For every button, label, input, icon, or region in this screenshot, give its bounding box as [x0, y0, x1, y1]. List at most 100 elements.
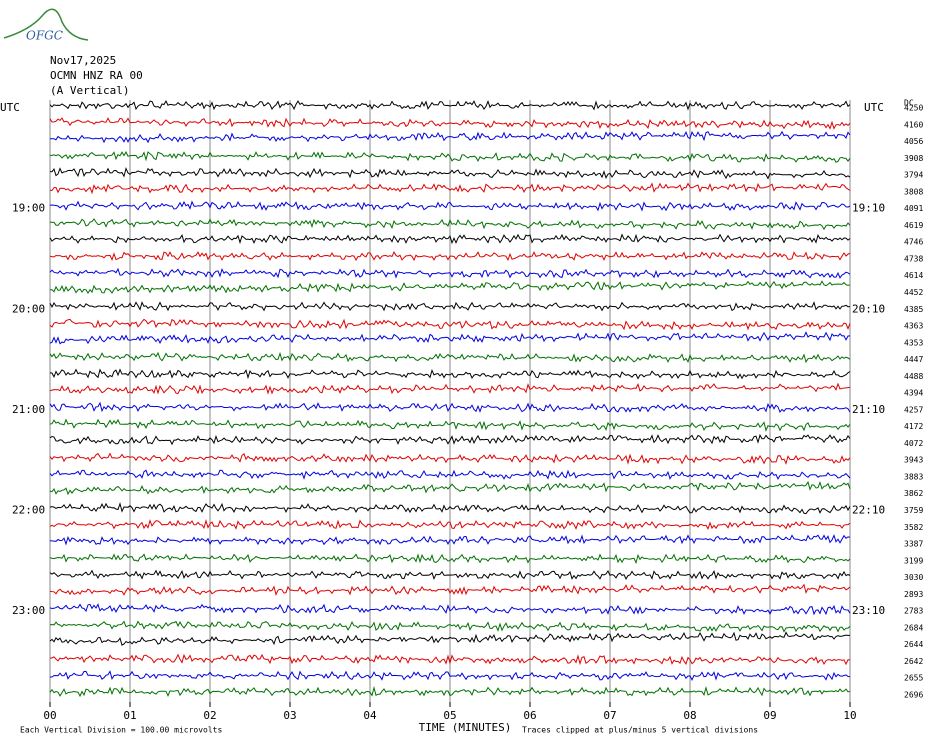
clip-note: Traces clipped at plus/minus 5 vertical … [522, 726, 758, 735]
row-label-right: 22:10 [852, 504, 885, 517]
trace [50, 130, 851, 144]
row-label-right: 20:10 [852, 302, 885, 315]
trace [49, 480, 851, 496]
dc-value: 3862 [904, 489, 923, 498]
trace [49, 318, 851, 331]
trace [49, 620, 851, 633]
dc-value: 4738 [904, 254, 923, 263]
logo-curve [3, 8, 89, 41]
trace [49, 653, 851, 666]
trace [49, 233, 851, 245]
trace [49, 280, 851, 294]
trace [49, 218, 851, 231]
trace [49, 182, 851, 195]
row-label-left: 19:00 [12, 202, 45, 215]
dc-value: 4394 [904, 389, 923, 398]
trace [50, 151, 851, 163]
dc-value: 3759 [904, 506, 923, 515]
row-label-left: 23:00 [12, 604, 45, 617]
x-tick-label: 04 [363, 709, 377, 722]
trace [49, 569, 851, 581]
dc-value: 2696 [904, 691, 923, 700]
dc-value: 2644 [904, 640, 923, 649]
x-tick-label: 05 [443, 709, 456, 722]
x-axis-label: TIME (MINUTES) [419, 721, 512, 734]
trace [49, 351, 851, 364]
dc-value: 2655 [904, 674, 923, 683]
dc-value: 2642 [904, 657, 923, 666]
trace [49, 267, 851, 279]
dc-value: 4257 [904, 405, 923, 414]
row-label-right: 21:10 [852, 403, 885, 416]
trace [49, 583, 851, 596]
trace [49, 469, 851, 480]
trace [50, 670, 851, 681]
logo: OFGC [3, 8, 89, 43]
dc-value: 4160 [904, 120, 923, 129]
x-tick-label: 07 [603, 709, 616, 722]
trace [49, 401, 851, 413]
dc-value: 4385 [904, 305, 923, 314]
dc-value: 4447 [904, 355, 923, 364]
trace [49, 553, 851, 565]
x-tick-label: 08 [683, 709, 696, 722]
title-line: OCMN HNZ RA 00 [50, 69, 143, 82]
dc-value: 2684 [904, 623, 923, 632]
row-label-left: UTC [0, 101, 20, 114]
x-tick-label: 10 [843, 709, 856, 722]
dc-value: 4172 [904, 422, 923, 431]
trace [49, 533, 851, 546]
row-label-right: UTC [864, 101, 884, 114]
x-tick-label: 01 [123, 709, 136, 722]
dc-value: 4363 [904, 322, 923, 331]
dc-value: 3943 [904, 456, 923, 465]
trace [49, 418, 851, 432]
dc-value: 2783 [904, 607, 923, 616]
trace [49, 501, 851, 515]
trace [49, 603, 851, 616]
dc-value: 4056 [904, 137, 923, 146]
trace [49, 251, 851, 262]
x-tick-label: 00 [43, 709, 56, 722]
dc-value: 3808 [904, 187, 923, 196]
scale-note: Each Vertical Division = 100.00 microvol… [20, 726, 222, 735]
trace [49, 117, 851, 130]
trace [49, 685, 851, 698]
title-line: (A Vertical) [50, 84, 129, 97]
trace [49, 99, 851, 111]
dc-value: 3582 [904, 523, 923, 532]
dc-header: DC [904, 99, 914, 108]
x-tick-label: 06 [523, 709, 536, 722]
row-label-left: 20:00 [12, 302, 45, 315]
dc-value: 4614 [904, 271, 923, 280]
dc-value: 4746 [904, 238, 923, 247]
dc-value: 3387 [904, 540, 923, 549]
dc-value: 4091 [904, 204, 923, 213]
trace [49, 301, 851, 312]
dc-value: 4072 [904, 439, 923, 448]
trace [49, 631, 850, 646]
dc-value: 4353 [904, 338, 923, 347]
dc-value: 2893 [904, 590, 923, 599]
logo-text: OFGC [26, 29, 63, 43]
dc-value: 4250 [904, 104, 923, 113]
dc-value: 4488 [904, 372, 923, 381]
row-label-right: 23:10 [852, 604, 885, 617]
dc-value: 4452 [904, 288, 923, 297]
trace [49, 331, 851, 345]
row-label-left: 21:00 [12, 403, 45, 416]
dc-value: 4619 [904, 221, 923, 230]
trace [49, 518, 851, 531]
x-tick-label: 03 [283, 709, 296, 722]
trace [49, 382, 851, 395]
dc-value: 3199 [904, 556, 923, 565]
trace [49, 452, 851, 465]
dc-value: 3030 [904, 573, 923, 582]
row-label-right: 19:10 [852, 202, 885, 215]
x-tick-label: 09 [763, 709, 776, 722]
trace [49, 368, 851, 380]
row-label-left: 22:00 [12, 504, 45, 517]
x-tick-label: 02 [203, 709, 216, 722]
dc-value: 3908 [904, 154, 923, 163]
